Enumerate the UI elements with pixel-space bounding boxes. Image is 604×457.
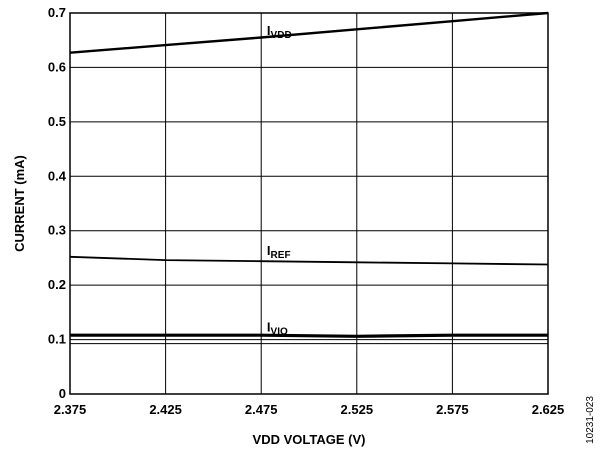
x-tick-label: 2.525 — [341, 402, 374, 417]
series-line-vdd — [69, 11, 549, 54]
x-axis-label: VDD VOLTAGE (V) — [253, 432, 366, 447]
y-tick-label: 0.2 — [48, 277, 66, 292]
x-tick-label: 2.625 — [532, 402, 565, 417]
series-line-ref — [69, 255, 549, 266]
y-tick-label: 0.4 — [48, 168, 67, 183]
series-label-sub: REF — [271, 250, 291, 261]
series-label-main: I — [267, 319, 271, 334]
x-tick-labels: 2.375 2.425 2.475 2.525 2.575 2.625 — [54, 402, 565, 417]
y-tick-label: 0.3 — [48, 223, 66, 238]
series-label-vdd: IVDD — [267, 23, 292, 41]
y-tick-label: 0.1 — [48, 332, 66, 347]
series-label-main: I — [267, 243, 271, 258]
x-tick-label: 2.475 — [245, 402, 278, 417]
figure-code: 10231-023 — [585, 396, 596, 444]
x-tick-label: 2.575 — [436, 402, 469, 417]
plot-frame — [69, 12, 549, 395]
series-label-sub: VIO — [271, 326, 288, 337]
y-tick-labels: 0 0.1 0.2 0.3 0.4 0.5 0.6 0.7 — [48, 5, 67, 401]
x-tick-label: 2.425 — [149, 402, 182, 417]
series-label-ref: IREF — [267, 243, 291, 261]
y-tick-label: 0.5 — [48, 114, 66, 129]
y-axis-label: CURRENT (mA) — [12, 155, 27, 252]
y-tick-label: 0 — [59, 386, 66, 401]
y-tick-label: 0.6 — [48, 59, 66, 74]
series-line-vio — [70, 333, 548, 338]
series-lines — [69, 11, 549, 338]
series-label-vio: IVIO — [267, 319, 288, 337]
series-label-sub: VDD — [271, 30, 292, 41]
x-tick-label: 2.375 — [54, 402, 87, 417]
series-label-main: I — [267, 23, 271, 38]
y-tick-label: 0.7 — [48, 5, 66, 20]
